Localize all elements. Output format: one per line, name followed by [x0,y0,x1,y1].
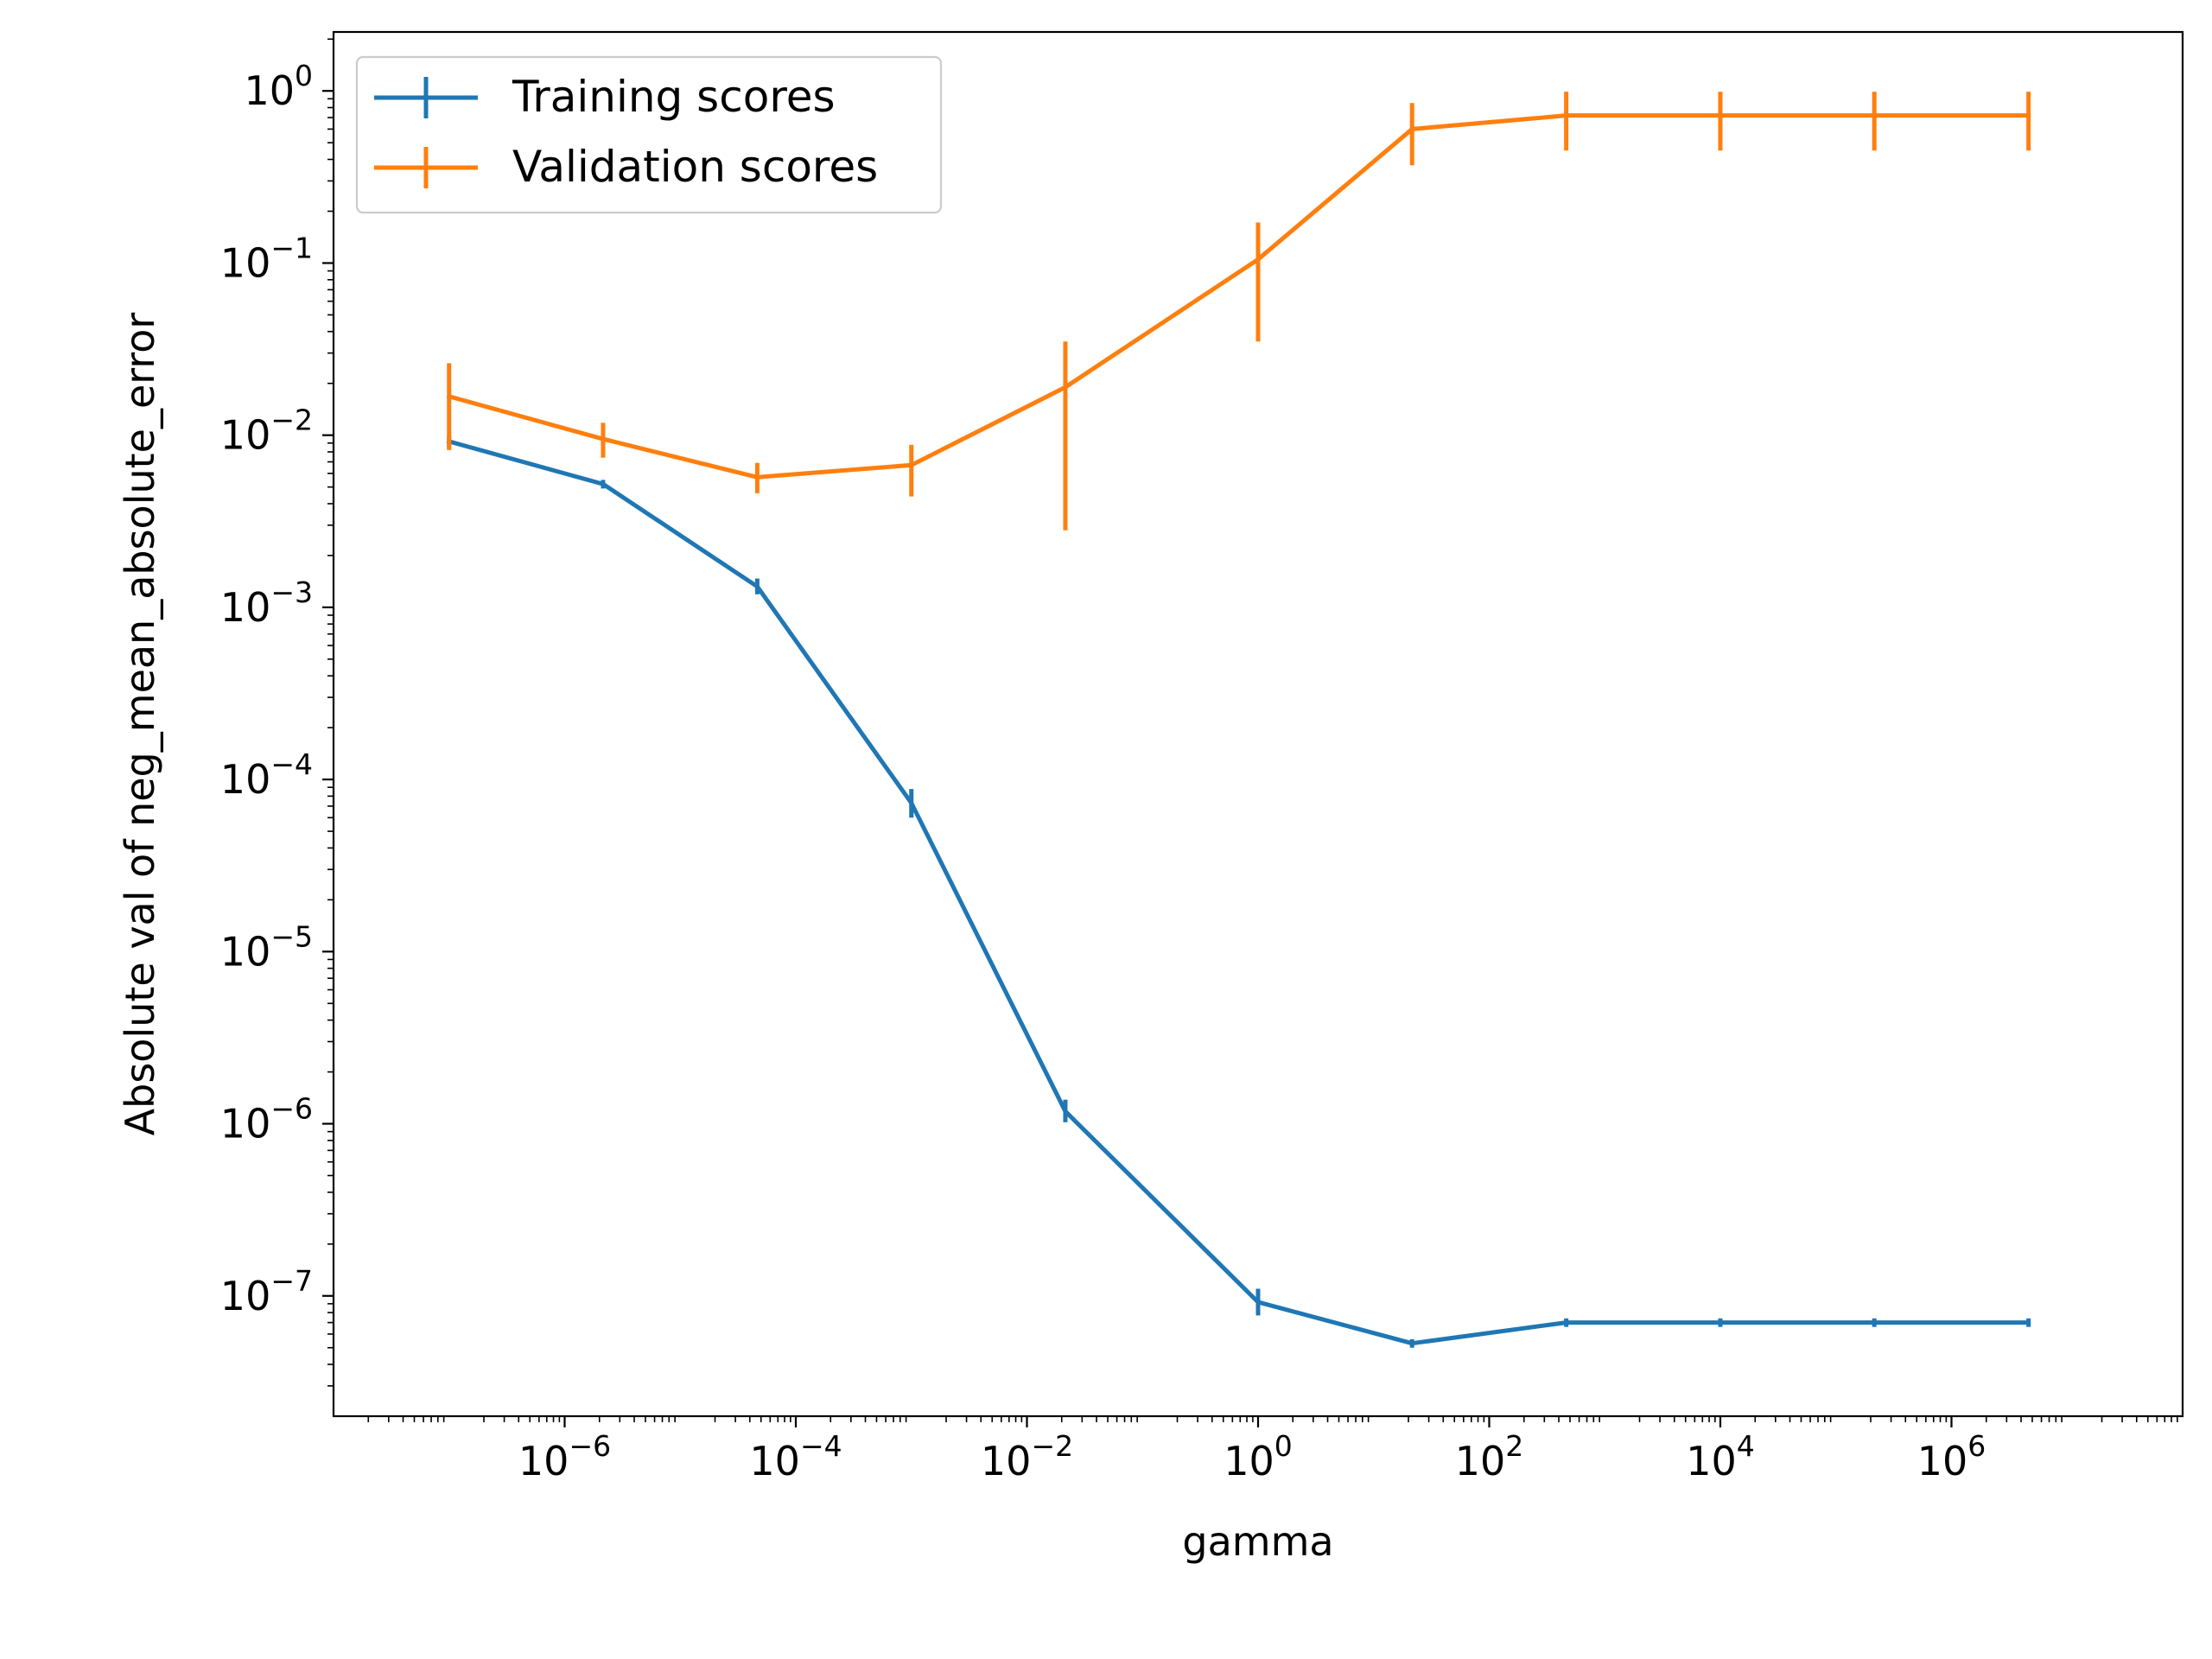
x-tick-label: 104 [1686,1429,1755,1484]
x-tick-label: 10−4 [749,1429,842,1484]
legend-label: Validation scores [512,142,878,192]
legend-label: Training scores [512,72,836,122]
legend-frame [355,55,943,214]
y-tick-label: 10−1 [220,231,313,286]
y-tick-label: 10−7 [220,1264,313,1319]
y-tick-label: 10−2 [220,404,313,459]
y-axis-label: Absolute val of neg_mean_absolute_error [117,313,163,1136]
y-tick-label: 10−5 [220,919,313,975]
y-tick-label: 10−6 [220,1092,313,1147]
legend-item-validation-scores: Validation scores [374,142,878,192]
y-tick-label: 10−4 [220,747,313,803]
plot-area [446,92,2031,1348]
x-tick-label: 102 [1455,1429,1524,1484]
x-tick-label: 100 [1224,1429,1293,1484]
y-axis-ticks: 10−7 10−6 10−5 10−4 10−3 10−2 10−1 100 [220,38,334,1387]
series-validation-scores [446,92,2031,531]
y-tick-label: 100 [244,59,313,114]
legend: Training scores Validation scores [355,55,943,214]
legend-item-training-scores: Training scores [374,72,836,122]
x-tick-label: 10−2 [981,1429,1073,1484]
legend-items: Training scores Validation scores [374,72,878,192]
x-tick-label: 106 [1917,1429,1986,1484]
x-axis-ticks: 10−6 10−4 10−2 100 102 104 106 [367,1416,2178,1484]
y-tick-label: 10−3 [220,575,313,631]
x-tick-label: 10−6 [518,1429,611,1484]
x-axis-label: gamma [1182,1518,1333,1565]
series-training-scores [446,435,2031,1348]
